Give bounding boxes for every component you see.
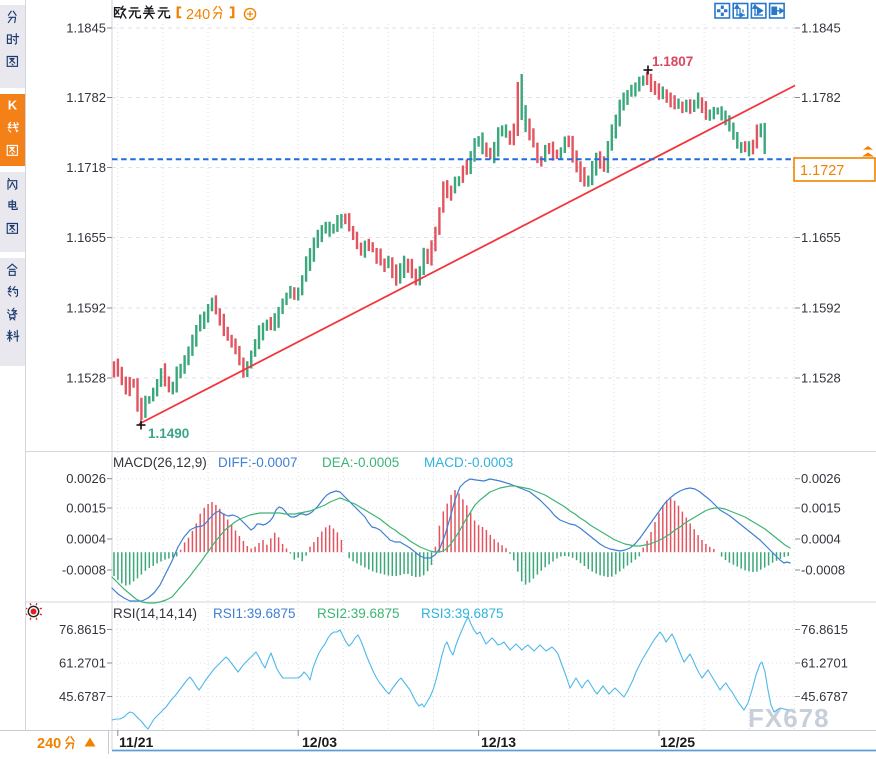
svg-text:12/03: 12/03	[302, 734, 337, 750]
svg-text:76.8615: 76.8615	[59, 622, 106, 637]
svg-text:RSI1:39.6875: RSI1:39.6875	[213, 606, 296, 621]
svg-text:0.0026: 0.0026	[801, 471, 841, 486]
svg-text:RSI3:39.6875: RSI3:39.6875	[421, 606, 504, 621]
svg-text:0.0004: 0.0004	[66, 532, 106, 547]
svg-text:1.1528: 1.1528	[801, 371, 841, 386]
svg-text:12/25: 12/25	[660, 734, 695, 750]
svg-text:DEA:-0.0005: DEA:-0.0005	[322, 455, 399, 470]
svg-text:1.1528: 1.1528	[66, 371, 106, 386]
svg-text:240: 240	[37, 736, 61, 752]
svg-text:1.1592: 1.1592	[66, 301, 106, 316]
svg-text:1.1845: 1.1845	[66, 21, 106, 36]
svg-text:1.1655: 1.1655	[66, 230, 106, 245]
svg-text:MACD(26,12,9): MACD(26,12,9)	[113, 455, 207, 470]
svg-text:11/21: 11/21	[119, 734, 153, 750]
svg-text:1.1490: 1.1490	[148, 426, 189, 441]
svg-text:-0.0008: -0.0008	[801, 563, 845, 578]
svg-text:RSI2:39.6875: RSI2:39.6875	[317, 606, 400, 621]
svg-text:1.1782: 1.1782	[66, 90, 106, 105]
svg-text:240: 240	[186, 7, 210, 23]
svg-text:1.1655: 1.1655	[801, 230, 841, 245]
svg-text:1.1718: 1.1718	[66, 160, 106, 175]
svg-text:1.1782: 1.1782	[801, 90, 841, 105]
svg-text:12/13: 12/13	[481, 734, 516, 750]
svg-text:45.6787: 45.6787	[59, 689, 106, 704]
svg-text:DIFF:-0.0007: DIFF:-0.0007	[218, 455, 298, 470]
svg-text:FX678: FX678	[748, 703, 830, 733]
svg-text:76.8615: 76.8615	[801, 622, 848, 637]
svg-text:MACD:-0.0003: MACD:-0.0003	[424, 455, 513, 470]
svg-text:RSI(14,14,14): RSI(14,14,14)	[113, 606, 197, 621]
svg-text:-0.0008: -0.0008	[62, 563, 106, 578]
svg-text:1.1845: 1.1845	[801, 21, 841, 36]
svg-text:61.2701: 61.2701	[801, 656, 848, 671]
svg-text:61.2701: 61.2701	[59, 656, 106, 671]
svg-text:K: K	[8, 98, 18, 113]
svg-text:45.6787: 45.6787	[801, 689, 848, 704]
svg-text:1.1592: 1.1592	[801, 301, 841, 316]
svg-text:0.0026: 0.0026	[66, 471, 106, 486]
svg-text:0.0004: 0.0004	[801, 532, 841, 547]
svg-text:1.1727: 1.1727	[800, 163, 844, 179]
svg-text:0.0015: 0.0015	[801, 501, 841, 516]
svg-text:1.1807: 1.1807	[652, 54, 693, 69]
svg-text:0.0015: 0.0015	[66, 501, 106, 516]
